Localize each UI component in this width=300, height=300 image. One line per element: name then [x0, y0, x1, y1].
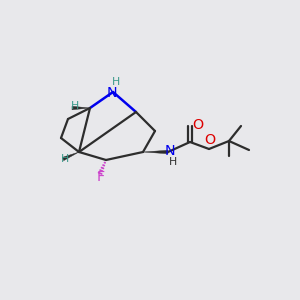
- Text: H: H: [112, 77, 120, 87]
- Text: H: H: [61, 154, 69, 164]
- Polygon shape: [62, 152, 79, 160]
- Text: N: N: [107, 86, 117, 100]
- Text: O: O: [204, 133, 216, 147]
- Text: N: N: [165, 144, 175, 158]
- Text: F: F: [97, 170, 105, 184]
- Text: O: O: [192, 118, 204, 132]
- Text: H: H: [169, 157, 177, 167]
- Text: H: H: [71, 101, 79, 111]
- Polygon shape: [143, 150, 168, 154]
- Polygon shape: [72, 106, 90, 110]
